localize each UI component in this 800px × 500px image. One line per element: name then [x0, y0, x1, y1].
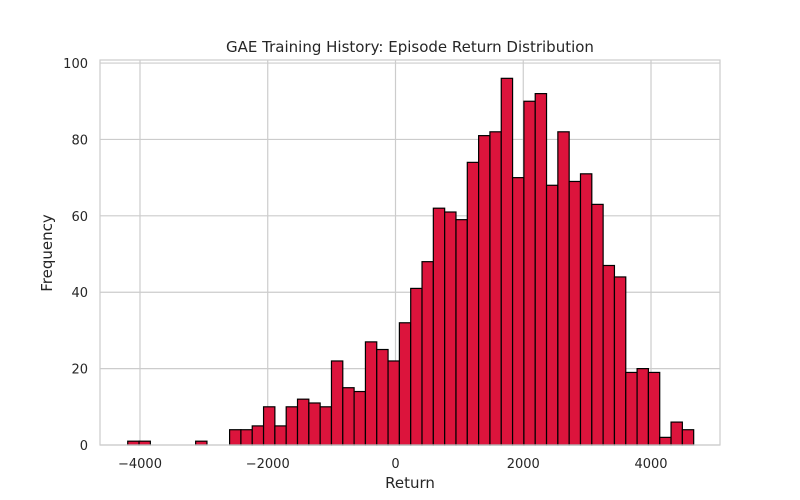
- histogram-bar: [432, 207, 446, 446]
- histogram-bar: [421, 261, 434, 446]
- histogram-bar: [500, 77, 514, 446]
- histogram-bar: [330, 360, 344, 446]
- histogram-bar: [613, 276, 627, 446]
- histogram-bar: [466, 161, 480, 446]
- histogram-bar: [670, 421, 683, 446]
- histogram-bar: [568, 180, 582, 446]
- x-tick-label: 4000: [634, 457, 667, 472]
- y-tick-label: 60: [71, 210, 88, 225]
- histogram-bar: [353, 390, 367, 446]
- histogram-bar: [228, 429, 242, 446]
- histogram-bar: [455, 219, 468, 446]
- histogram-bar: [444, 211, 457, 446]
- x-axis-label: Return: [385, 474, 435, 492]
- y-tick-label: 100: [63, 57, 88, 72]
- histogram-bar: [557, 131, 570, 446]
- histogram-bar: [376, 348, 389, 446]
- histogram-bar: [511, 177, 525, 446]
- histogram-bar: [342, 387, 355, 446]
- y-axis-label: Frequency: [38, 214, 56, 292]
- histogram-bar: [274, 425, 287, 446]
- y-tick-label: 40: [71, 286, 88, 301]
- y-tick-label: 0: [80, 439, 88, 454]
- histogram-bar: [387, 360, 400, 446]
- histogram-bar: [523, 100, 536, 446]
- histogram-bar: [659, 436, 672, 446]
- histogram-bar: [364, 341, 378, 446]
- histogram-bar: [410, 287, 423, 446]
- histogram-bar: [262, 406, 276, 446]
- histogram-bar: [489, 131, 502, 446]
- x-tick-label: −4000: [118, 457, 162, 472]
- y-axis-ticks: 0 20 40 60 80 100: [63, 57, 88, 454]
- x-tick-label: 2000: [507, 457, 540, 472]
- histogram-bar: [478, 135, 491, 446]
- histogram-bar: [398, 322, 412, 446]
- histogram-bar: [534, 93, 548, 446]
- histogram-bar: [251, 425, 265, 446]
- histogram-bar: [545, 184, 559, 446]
- chart-title: GAE Training History: Episode Return Dis…: [226, 38, 594, 56]
- histogram-bar: [636, 368, 650, 446]
- x-axis-ticks: −4000 −2000 0 2000 4000: [118, 457, 668, 472]
- histogram-bar: [285, 406, 299, 446]
- histogram-bar: [579, 173, 593, 446]
- histogram-bar: [681, 429, 695, 446]
- histogram-bar: [308, 402, 321, 446]
- histogram-bar: [296, 398, 310, 446]
- y-tick-label: 20: [71, 363, 88, 378]
- histogram-bar: [625, 371, 638, 446]
- histogram-bar: [591, 203, 604, 446]
- histogram-bar: [319, 406, 333, 446]
- histogram-bar: [602, 264, 616, 446]
- x-tick-label: 0: [391, 457, 399, 472]
- histogram-bar: [647, 371, 661, 446]
- x-tick-label: −2000: [246, 457, 290, 472]
- histogram-bar: [240, 429, 253, 446]
- plot-frame: [99, 59, 721, 446]
- histogram-bars: [127, 77, 695, 446]
- y-tick-label: 80: [71, 133, 88, 148]
